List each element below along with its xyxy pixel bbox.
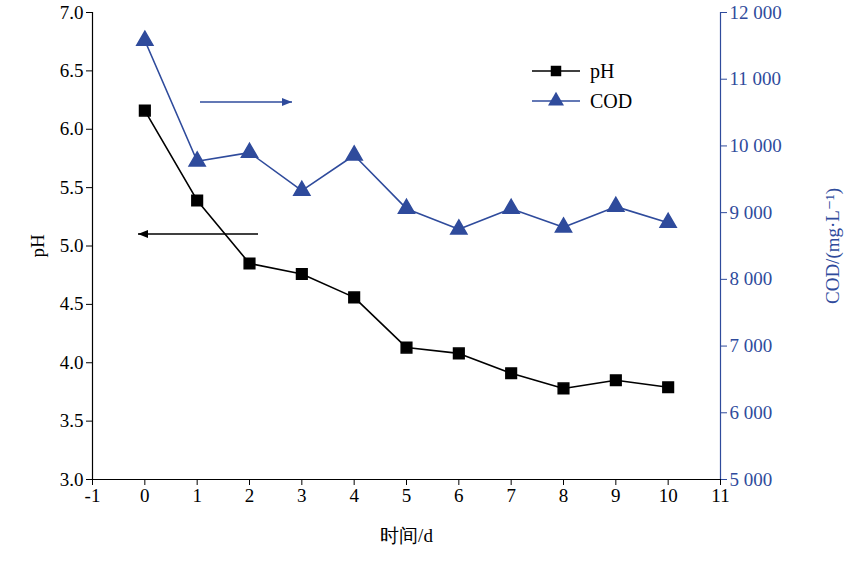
svg-text:0: 0 xyxy=(140,485,150,506)
svg-text:6.0: 6.0 xyxy=(60,118,84,139)
svg-text:3.0: 3.0 xyxy=(60,469,84,490)
svg-text:5: 5 xyxy=(402,485,412,506)
svg-text:6 000: 6 000 xyxy=(730,402,773,423)
svg-text:3.5: 3.5 xyxy=(60,410,84,431)
svg-text:11 000: 11 000 xyxy=(730,68,782,89)
svg-text:10: 10 xyxy=(659,485,678,506)
html-text:pH: pH xyxy=(590,59,615,82)
svg-text:5.0: 5.0 xyxy=(60,235,84,256)
svg-text:5 000: 5 000 xyxy=(730,469,773,490)
svg-text:12 000: 12 000 xyxy=(730,2,782,23)
svg-text:6: 6 xyxy=(454,485,464,506)
svg-text:5.5: 5.5 xyxy=(60,177,84,198)
svg-text:pH: pH xyxy=(27,234,48,258)
svg-text:3: 3 xyxy=(297,485,307,506)
svg-text:1: 1 xyxy=(192,485,202,506)
svg-text:9 000: 9 000 xyxy=(730,202,773,223)
svg-text:7 000: 7 000 xyxy=(730,335,773,356)
svg-text:11: 11 xyxy=(711,485,729,506)
svg-text:7: 7 xyxy=(506,485,515,506)
svg-text:4: 4 xyxy=(349,485,359,506)
svg-text:8 000: 8 000 xyxy=(730,268,773,289)
svg-text:COD/(mg·L⁻¹): COD/(mg·L⁻¹) xyxy=(822,188,844,304)
svg-text:-1: -1 xyxy=(85,485,101,506)
svg-text:9: 9 xyxy=(611,485,621,506)
svg-text:4.5: 4.5 xyxy=(60,293,84,314)
html-text:COD: COD xyxy=(590,89,633,112)
svg-text:时间/d: 时间/d xyxy=(380,525,433,546)
svg-text:7.0: 7.0 xyxy=(60,2,84,23)
svg-text:4.0: 4.0 xyxy=(60,352,84,373)
svg-text:10 000: 10 000 xyxy=(730,135,782,156)
svg-text:6.5: 6.5 xyxy=(60,60,84,81)
svg-text:8: 8 xyxy=(559,485,569,506)
svg-text:2: 2 xyxy=(245,485,255,506)
